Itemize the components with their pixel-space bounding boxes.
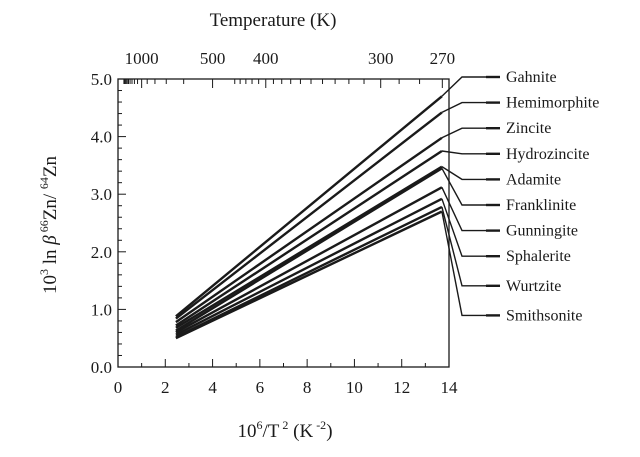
x-tick-label: 2 [161, 378, 170, 397]
top-tick-label: 270 [430, 49, 456, 68]
legend-label-smithsonite: Smithsonite [506, 307, 582, 324]
legend-label-zincite: Zincite [506, 120, 551, 137]
x-tick-label: 8 [303, 378, 312, 397]
top-tick-label: 400 [253, 49, 279, 68]
legend-label-hydrozincite: Hydrozincite [506, 146, 590, 163]
y-tick-label: 3.0 [91, 185, 112, 204]
legend-leader [441, 167, 500, 206]
legend-leader [441, 101, 500, 114]
y-tick-label: 2.0 [91, 243, 112, 262]
series-line-wurtzite [175, 205, 443, 339]
series-line-adamite [175, 165, 443, 329]
legend-leader [441, 166, 500, 181]
legend: Gahnite Hemimorphite Zincite Hydrozincite Ad… [441, 69, 599, 324]
plot-frame [117, 78, 450, 368]
top-tick-label: 1000 [125, 49, 159, 68]
x-tick-label: 12 [393, 378, 410, 397]
top-temperature-axis: 1000 500 400 300 270 [123, 49, 456, 88]
y-tick-label: 1.0 [91, 300, 112, 319]
series-line-smithsonite [175, 210, 443, 340]
y-tick-label: 0.0 [91, 358, 112, 377]
x-tick-label: 0 [114, 378, 123, 397]
top-axis-title: Temperature (K) [210, 10, 337, 31]
y-tick-label: 5.0 [91, 70, 112, 89]
series-line-sphalerite [175, 197, 443, 336]
x-axis-title: 106/T 2 (K -2) [237, 418, 332, 442]
legend-label-wurtzite: Wurtzite [506, 278, 561, 295]
legend-label-franklinite: Franklinite [506, 197, 576, 214]
series-line-franklinite [175, 167, 443, 332]
top-tick-label: 300 [368, 49, 394, 68]
legend-leader [441, 206, 500, 287]
series-line-gahnite [175, 95, 443, 318]
legend-label-adamite: Adamite [506, 171, 561, 188]
series-line-zincite [175, 136, 443, 324]
x-tick-label: 4 [208, 378, 217, 397]
x-axis: 0 2 4 6 8 10 12 14 [114, 359, 458, 397]
series-line-hydrozincite [175, 149, 443, 327]
series-line-hemimorphite [175, 111, 443, 320]
top-tick-label: 500 [200, 49, 226, 68]
series-group [175, 95, 443, 340]
legend-label-gahnite: Gahnite [506, 69, 557, 86]
legend-label-gunningite: Gunningite [506, 223, 578, 240]
legend-leader [441, 127, 500, 139]
series-line-gunningite [175, 186, 443, 334]
x-tick-label: 10 [346, 378, 363, 397]
x-tick-label: 14 [441, 378, 459, 397]
y-tick-label: 4.0 [91, 128, 112, 147]
legend-label-sphalerite: Sphalerite [506, 248, 571, 265]
x-tick-label: 6 [256, 378, 265, 397]
y-axis: 0.0 1.0 2.0 3.0 4.0 5.0 [91, 70, 126, 377]
legend-leader [441, 211, 500, 317]
legend-label-hemimorphite: Hemimorphite [506, 95, 599, 112]
y-axis-title: 103 ln β 66Zn/ 64Zn [37, 156, 61, 294]
legend-leader [441, 76, 500, 97]
